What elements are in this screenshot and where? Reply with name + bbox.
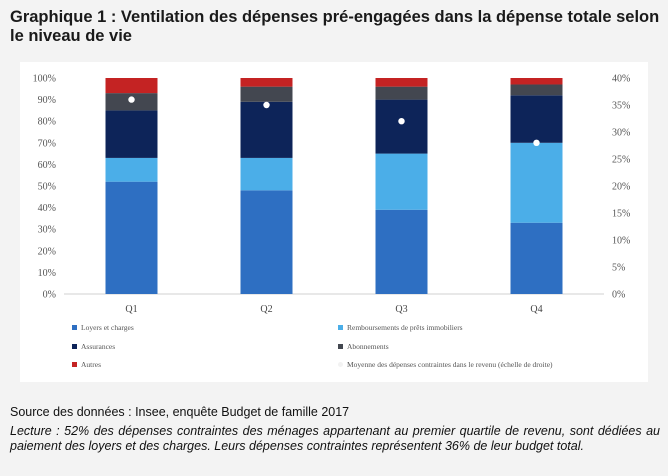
average-marker <box>128 96 135 103</box>
y-right-tick-label: 5% <box>612 263 625 274</box>
chart-area: 0% 10% 20% 30% 40% 50% 60% 70% 80% 90% 100% 0% 5% 10%… <box>20 62 648 382</box>
y-right-tick-label: 10% <box>612 236 630 247</box>
bar-segment-abonnements <box>375 86 428 100</box>
y-left-tick-label: 90% <box>38 95 56 106</box>
y-left-tick-label: 0% <box>43 290 56 301</box>
y-right-tick-label: 40% <box>612 74 630 85</box>
average-marker <box>398 118 405 125</box>
average-marker <box>263 101 270 109</box>
y-right-tick-label: 30% <box>612 128 630 139</box>
legend-label: Loyers et charges <box>81 323 134 332</box>
bar-segment-remboursements-de-pr-ts-immobiliers <box>375 153 428 210</box>
bar-segment-autres <box>105 78 158 94</box>
legend-label: Assurances <box>81 342 115 351</box>
y-right-tick-label: 15% <box>612 209 630 220</box>
bar-segment-autres <box>240 78 293 87</box>
bar-segment-abonnements <box>510 84 563 96</box>
y-right-tick-label: 20% <box>612 182 630 193</box>
bar-segment-assurances <box>375 99 428 154</box>
bar-segment-loyers-et-charges <box>375 209 428 294</box>
x-tick-label: Q1 <box>125 304 137 315</box>
chart-title: Graphique 1 : Ventilation des dépenses p… <box>10 8 660 45</box>
y-left-tick-label: 60% <box>38 160 56 171</box>
bar-segment-assurances <box>240 101 293 158</box>
y-left-tick-label: 20% <box>38 246 56 257</box>
y-left-tick-label: 70% <box>38 138 56 149</box>
y-left-tick-label: 80% <box>38 117 56 128</box>
x-tick-label: Q3 <box>395 304 407 315</box>
chart-svg: 0% 10% 20% 30% 40% 50% 60% 70% 80% 90% 100% 0% 5% 10%… <box>33 74 631 370</box>
bar-segment-remboursements-de-pr-ts-immobiliers <box>510 142 563 223</box>
bar-segment-autres <box>510 78 563 85</box>
bar-segment-abonnements <box>240 86 293 102</box>
legend-label: Remboursements de prêts immobiliers <box>347 323 463 332</box>
y-right-tick-label: 0% <box>612 290 625 301</box>
legend-swatch <box>338 344 343 349</box>
x-tick-label: Q2 <box>260 304 272 315</box>
y-left-tick-label: 10% <box>38 268 56 279</box>
legend-label: Autres <box>81 360 101 369</box>
x-tick-label: Q4 <box>530 304 542 315</box>
bar-segment-assurances <box>510 95 563 143</box>
bar-segment-loyers-et-charges <box>105 181 158 294</box>
y-right-tick-label: 25% <box>612 155 630 166</box>
source-note: Source des données : Insee, enquête Budg… <box>10 405 350 419</box>
legend-label: Moyenne des dépenses contraintes dans le… <box>347 360 553 369</box>
legend-swatch <box>338 362 343 367</box>
y-left-tick-label: 30% <box>38 225 56 236</box>
average-marker <box>533 139 540 146</box>
legend-swatch <box>338 325 343 330</box>
legend-swatch <box>72 344 77 349</box>
bar-segment-assurances <box>105 110 158 158</box>
bar-segment-remboursements-de-pr-ts-immobiliers <box>105 157 158 182</box>
reading-note: Lecture : 52% des dépenses contraintes d… <box>10 424 660 453</box>
y-left-tick-label: 100% <box>33 74 56 85</box>
y-left-tick-label: 40% <box>38 203 56 214</box>
bar-segment-loyers-et-charges <box>240 190 293 294</box>
legend-swatch <box>72 362 77 367</box>
bar-segment-autres <box>375 78 428 87</box>
legend-swatch <box>72 325 77 330</box>
y-left-tick-label: 50% <box>38 182 56 193</box>
bar-segment-loyers-et-charges <box>510 222 563 294</box>
y-right-tick-label: 35% <box>612 101 630 112</box>
bar-segment-remboursements-de-pr-ts-immobiliers <box>240 157 293 191</box>
legend-label: Abonnements <box>347 342 389 351</box>
